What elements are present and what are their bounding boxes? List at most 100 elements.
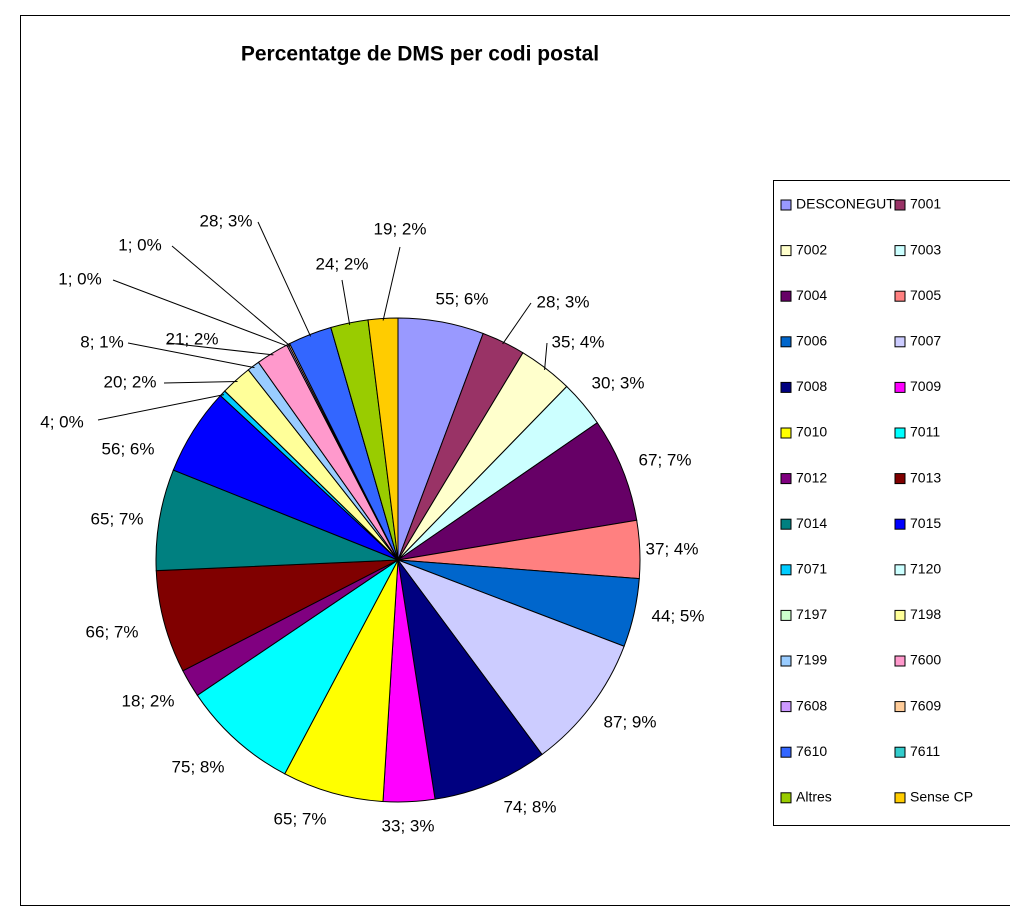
- legend-swatch: [780, 701, 792, 713]
- legend-label: DESCONEGUT: [796, 196, 895, 212]
- legend-swatch: [894, 427, 906, 439]
- data-label: 20; 2%: [104, 372, 157, 391]
- data-label: 66; 7%: [86, 622, 139, 641]
- pie-slice: [196, 559, 399, 775]
- data-label: 55; 6%: [436, 289, 489, 308]
- leader-line: [257, 221, 312, 337]
- legend-label: 7009: [910, 378, 941, 394]
- legend-swatch: [780, 655, 792, 667]
- leader-line: [112, 279, 289, 347]
- legend-label: 7611: [910, 743, 940, 759]
- data-label: 67; 7%: [639, 450, 692, 469]
- legend-swatch: [894, 655, 906, 667]
- data-label: 65; 7%: [91, 509, 144, 528]
- legend-swatch: [780, 199, 792, 211]
- legend-label: 7004: [796, 287, 827, 303]
- leader-line: [544, 342, 548, 371]
- data-label: 21; 2%: [166, 329, 219, 348]
- legend-label: 7608: [796, 697, 827, 713]
- data-label: 19; 2%: [374, 219, 427, 238]
- legend-swatch: [780, 609, 792, 621]
- legend-label: 7120: [910, 561, 941, 577]
- legend-swatch: [894, 336, 906, 348]
- legend-label: 7001: [910, 196, 941, 212]
- data-label: 74; 8%: [504, 797, 557, 816]
- legend-label: 7002: [796, 241, 827, 257]
- legend-swatch: [894, 792, 906, 804]
- legend-label: 7008: [796, 378, 827, 394]
- chart-title: Percentatge de DMS per codi postal: [241, 43, 599, 66]
- pie-slice: [155, 559, 399, 672]
- legend-swatch: [780, 518, 792, 530]
- pie-slice: [367, 317, 399, 561]
- data-label: 28; 3%: [200, 211, 253, 230]
- legend-label: Altres: [796, 789, 832, 805]
- legend-label: 7013: [910, 469, 941, 485]
- leader-line: [341, 279, 351, 325]
- data-label: 65; 7%: [274, 809, 327, 828]
- legend-swatch: [894, 609, 906, 621]
- data-label: 87; 9%: [604, 712, 657, 731]
- legend-swatch: [894, 746, 906, 758]
- legend-swatch: [780, 245, 792, 257]
- data-label: 24; 2%: [316, 254, 369, 273]
- data-label: 56; 6%: [102, 439, 155, 458]
- leader-line: [127, 342, 255, 369]
- legend-box: [773, 180, 1010, 826]
- legend-swatch: [894, 290, 906, 302]
- data-label: 18; 2%: [122, 691, 175, 710]
- data-label: 44; 5%: [652, 606, 705, 625]
- legend-label: 7197: [796, 606, 827, 622]
- legend-label: 7006: [796, 333, 827, 349]
- data-label: 1; 0%: [118, 235, 161, 254]
- legend-swatch: [780, 290, 792, 302]
- data-label: 33; 3%: [382, 816, 435, 835]
- legend-swatch: [894, 564, 906, 576]
- leader-line: [167, 342, 274, 356]
- leader-line: [163, 381, 238, 384]
- legend-label: 7610: [796, 743, 827, 759]
- data-label: 35; 4%: [552, 332, 605, 351]
- legend-label: 7199: [796, 652, 827, 668]
- legend-label: 7010: [796, 424, 827, 440]
- leader-line: [171, 245, 291, 347]
- leader-line: [382, 246, 401, 321]
- leader-line: [502, 302, 532, 345]
- legend-swatch: [780, 564, 792, 576]
- data-label: 28; 3%: [537, 292, 590, 311]
- data-label: 4; 0%: [40, 412, 83, 431]
- legend-label: 7600: [910, 652, 941, 668]
- legend-label: 7015: [910, 515, 941, 531]
- legend-label: 7609: [910, 697, 941, 713]
- legend-swatch: [780, 746, 792, 758]
- leader-line: [97, 394, 225, 421]
- legend-label: 7014: [796, 515, 827, 531]
- pie-slice: [396, 558, 625, 756]
- pie-slice: [397, 559, 543, 800]
- legend-label: 7012: [796, 469, 827, 485]
- legend-swatch: [894, 199, 906, 211]
- legend-label: 7011: [910, 424, 940, 440]
- legend-label: 7198: [910, 606, 941, 622]
- legend-label: 7003: [910, 241, 941, 257]
- data-label: 1; 0%: [58, 269, 101, 288]
- data-label: 8; 1%: [80, 332, 123, 351]
- legend-label: 7005: [910, 287, 941, 303]
- legend-label: 7007: [910, 333, 941, 349]
- data-label: 30; 3%: [592, 373, 645, 392]
- legend-label: 7071: [796, 561, 827, 577]
- pie-slice: [397, 422, 638, 561]
- legend-swatch: [780, 473, 792, 485]
- legend-swatch: [894, 518, 906, 530]
- data-label: 75; 8%: [172, 757, 225, 776]
- legend-swatch: [780, 427, 792, 439]
- legend-swatch: [894, 381, 906, 393]
- data-label: 37; 4%: [646, 539, 699, 558]
- legend-swatch: [894, 473, 906, 485]
- legend-label: Sense CP: [910, 789, 973, 805]
- legend-swatch: [780, 381, 792, 393]
- legend-swatch: [894, 245, 906, 257]
- legend-swatch: [780, 792, 792, 804]
- legend-swatch: [894, 701, 906, 713]
